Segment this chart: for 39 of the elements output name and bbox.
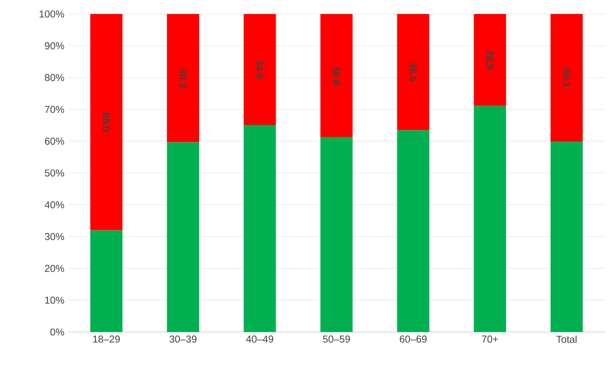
y-tick-label: 10%	[45, 296, 64, 304]
bar	[90, 230, 122, 332]
bar	[244, 14, 276, 125]
data-label: 68.0	[102, 112, 110, 132]
bar	[166, 142, 200, 332]
y-tick-label: 40%	[44, 201, 64, 208]
bar	[397, 130, 430, 332]
y-tick-label: 100%	[40, 10, 64, 18]
bar	[320, 14, 353, 138]
y-tick-label: 20%	[44, 264, 64, 272]
y-tick-label: 70%	[44, 106, 64, 113]
x-tick-label: 70+	[482, 336, 498, 343]
y-tick-label: 60%	[44, 138, 64, 145]
bar	[397, 14, 430, 130]
data-label: 28.9	[486, 50, 494, 70]
bar	[90, 14, 122, 230]
bar	[320, 137, 353, 332]
x-tick-label: 40–49	[246, 336, 274, 343]
x-tick-label: 18–29	[93, 336, 120, 343]
bar	[474, 106, 506, 332]
bar	[550, 14, 583, 142]
bar	[550, 142, 583, 332]
data-label: 36.5	[410, 62, 417, 82]
y-tick-label: 0%	[50, 328, 64, 336]
data-label: 40.3	[180, 68, 187, 88]
y-tick-label: 50%	[44, 169, 64, 177]
x-tick-label: 60–69	[400, 336, 427, 343]
data-label: 34.9	[256, 60, 264, 79]
bar	[244, 124, 276, 332]
data-label: 38.8	[332, 66, 340, 86]
x-tick-label: 50–59	[323, 336, 350, 343]
data-label: 40.1	[563, 68, 570, 88]
x-tick-label: Total	[556, 336, 577, 343]
y-tick-label: 80%	[44, 74, 64, 82]
y-tick-label: 30%	[44, 233, 64, 240]
bar	[474, 14, 506, 106]
y-tick-label: 90%	[44, 42, 64, 50]
bar	[166, 14, 200, 142]
x-tick-label: 30–39	[170, 336, 197, 343]
